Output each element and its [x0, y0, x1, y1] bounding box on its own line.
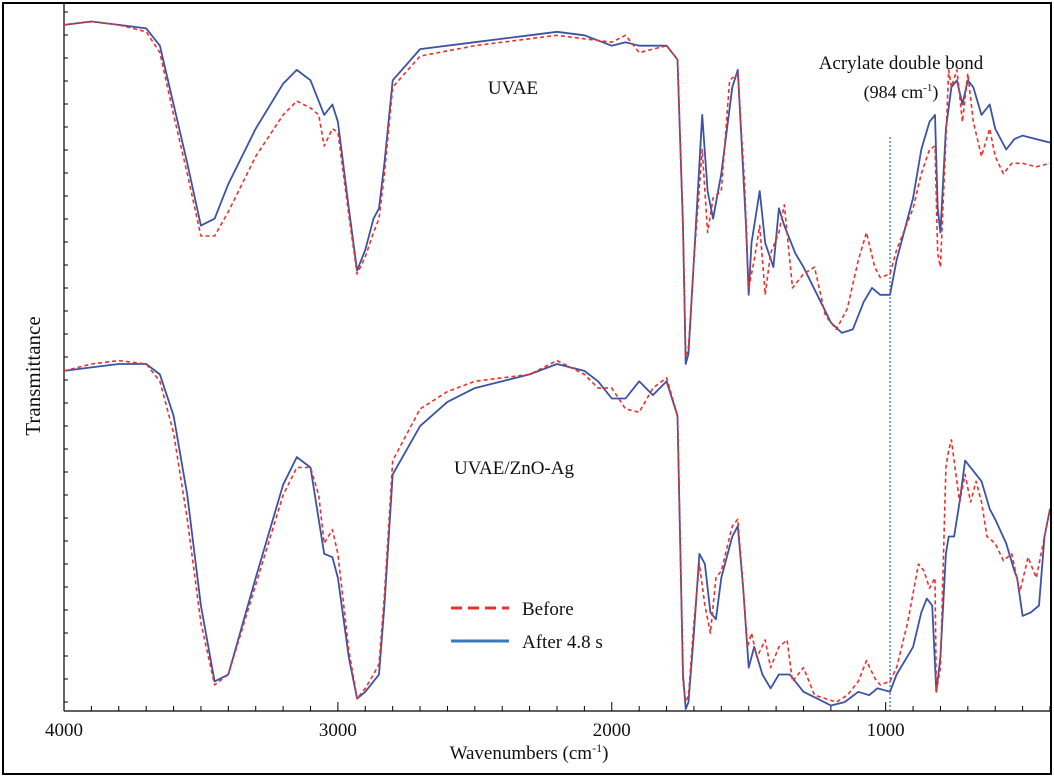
legend: Before After 4.8 s: [451, 599, 603, 653]
x-tick-label: 3000: [319, 720, 357, 741]
series-line-uvae-before: [63, 20, 1051, 358]
series-line-uvae-zno-ag-after: [63, 363, 1051, 710]
panel-label-uvae: UVAE: [488, 78, 538, 99]
x-axis-label-close: ): [602, 743, 608, 764]
annotation-subtitle: (984 cm-1): [864, 82, 939, 103]
annotation-title: Acrylate double bond: [819, 53, 984, 74]
panel-label-uvae-zno-ag: UVAE/ZnO-Ag: [454, 458, 574, 479]
series-line-uvae-after: [63, 20, 1051, 365]
x-axis-label: Wavenumbers (cm-1): [450, 741, 609, 764]
series-line-uvae-zno-ag-before: [63, 359, 1051, 703]
x-axis-label-main: Wavenumbers (cm: [450, 743, 593, 764]
annotation-subtitle-main: (984 cm: [864, 82, 923, 103]
y-axis-label: Transmittance: [21, 316, 45, 435]
x-axis-label-sup: -1: [592, 741, 602, 755]
legend-label-after: After 4.8 s: [522, 632, 603, 653]
x-tick-label: 2000: [593, 720, 631, 741]
annotation-subtitle-sup: -1: [923, 82, 932, 94]
series-layer: [63, 20, 1051, 710]
annotation-subtitle-close: ): [932, 82, 938, 103]
legend-label-before: Before: [522, 599, 574, 620]
axes-layer: 4000 3000 2000 1000: [45, 4, 1051, 741]
ftir-chart: 4000 3000 2000 1000 Transmittance Wavenumbe…: [21, 4, 1051, 764]
x-tick-label: 4000: [45, 720, 83, 741]
x-tick-label: 1000: [867, 720, 905, 741]
